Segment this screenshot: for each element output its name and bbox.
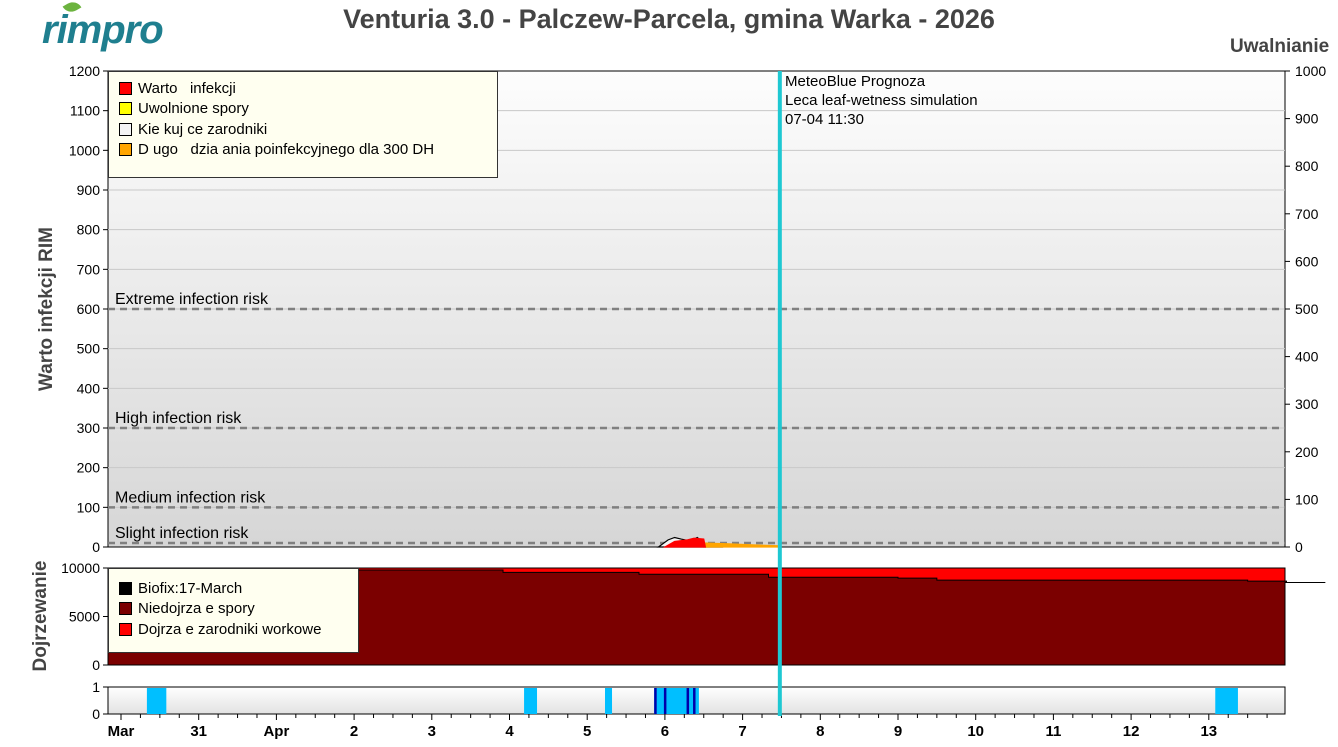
risk-label: Slight infection risk: [115, 525, 249, 542]
y-right-axis-label: Uwalnianie: [1230, 36, 1329, 57]
y-right-tick-label: 0: [1295, 539, 1303, 555]
main-legend: Warto infekcji Uwolnione spory Kie kuj c…: [108, 71, 498, 178]
y-tick-label: 1100: [70, 103, 100, 119]
series-area-0: [662, 537, 707, 548]
y-tick-label: 300: [77, 420, 101, 436]
legend-swatch: [119, 581, 132, 595]
y-tick-label: 1200: [69, 63, 100, 79]
y-tick-label: 10000: [61, 560, 100, 576]
x-tick-label: 10: [967, 723, 984, 740]
y-right-tick-label: 800: [1295, 158, 1319, 174]
wet-period-bar: [605, 688, 613, 714]
y-tick-label: 0: [92, 657, 100, 673]
risk-label: High infection risk: [115, 410, 242, 427]
wet-period-bar: [524, 688, 538, 714]
y-axis-label-maturation: Dojrzewanie: [30, 561, 51, 672]
x-tick-label: 12: [1123, 723, 1140, 740]
y-right-tick-label: 700: [1295, 206, 1319, 222]
legend-swatch: [119, 102, 132, 116]
legend-item: Niedojrza e spory: [119, 599, 348, 620]
risk-label: Medium infection risk: [115, 489, 266, 506]
legend-swatch: [119, 622, 132, 636]
x-tick-label: 9: [894, 723, 902, 740]
y-tick-label: 700: [77, 261, 101, 277]
legend-item: Warto infekcji: [119, 78, 487, 99]
rain-mark: [693, 688, 696, 714]
risk-label: Extreme infection risk: [115, 291, 269, 308]
y-tick-label: 1: [92, 679, 100, 695]
x-tick-label: Apr: [263, 723, 289, 740]
y-right-tick-label: 400: [1295, 349, 1319, 365]
legend-item: Kie kuj ce zarodniki: [119, 119, 487, 140]
x-tick-label: 7: [738, 723, 746, 740]
legend-item: Uwolnione spory: [119, 99, 487, 120]
x-tick-label: 8: [816, 723, 824, 740]
x-tick-label: 11: [1045, 723, 1061, 740]
y-tick-label: 800: [77, 222, 101, 238]
legend-swatch: [119, 143, 132, 157]
legend-item: Biofix:17-March: [119, 578, 348, 599]
forecast-note: MeteoBlue Prognoza Leca leaf-wetness sim…: [785, 73, 978, 128]
legend-swatch: [119, 122, 132, 136]
rain-mark: [663, 688, 667, 714]
y-right-tick-label: 500: [1295, 301, 1319, 317]
y-tick-label: 0: [92, 706, 100, 722]
y-tick-label: 600: [77, 301, 101, 317]
wet-period-bar: [1215, 688, 1238, 714]
y-tick-label: 5000: [69, 609, 100, 625]
x-tick-label: 3: [428, 723, 436, 740]
y-right-tick-label: 900: [1295, 111, 1319, 127]
wet-period-bar: [146, 688, 167, 714]
y-tick-label: 500: [77, 341, 101, 357]
y-right-tick-label: 1000: [1295, 63, 1326, 79]
y-tick-label: 1000: [69, 142, 100, 158]
x-tick-label: 6: [661, 723, 669, 740]
y-right-tick-label: 300: [1295, 396, 1319, 412]
y-tick-label: 200: [77, 460, 101, 476]
x-tick-label: 2: [350, 723, 358, 740]
y-right-tick-label: 100: [1295, 491, 1319, 507]
wet-period-bar: [654, 688, 699, 714]
rain-mark: [686, 688, 690, 714]
x-tick-label: Mar: [108, 723, 135, 740]
x-tick-label: 5: [583, 723, 591, 740]
y-tick-label: 400: [77, 380, 101, 396]
y-right-tick-label: 200: [1295, 444, 1319, 460]
y-tick-label: 100: [77, 499, 101, 515]
y-tick-label: 0: [92, 539, 100, 555]
immature-spores-area: [107, 569, 1326, 666]
maturation-legend: Biofix:17-March Niedojrza e spory Dojrza…: [108, 568, 359, 653]
rain-mark: [654, 688, 657, 714]
legend-item: D ugo dzia ania poinfekcyjnego dla 300 D…: [119, 140, 487, 161]
x-tick-label: 4: [505, 723, 514, 740]
y-axis-label: Warto infekcji RIM: [36, 227, 57, 391]
legend-swatch: [119, 81, 132, 95]
y-tick-label: 900: [77, 182, 101, 198]
x-tick-label: 13: [1200, 723, 1217, 740]
chart-title: Venturia 3.0 - Palczew-Parcela, gmina Wa…: [343, 4, 995, 34]
x-tick-label: 31: [190, 723, 207, 740]
logo: rimpro: [42, 8, 164, 52]
legend-item: Dojrza e zarodniki workowe: [119, 619, 348, 640]
y-right-tick-label: 600: [1295, 253, 1319, 269]
legend-swatch: [119, 602, 132, 616]
